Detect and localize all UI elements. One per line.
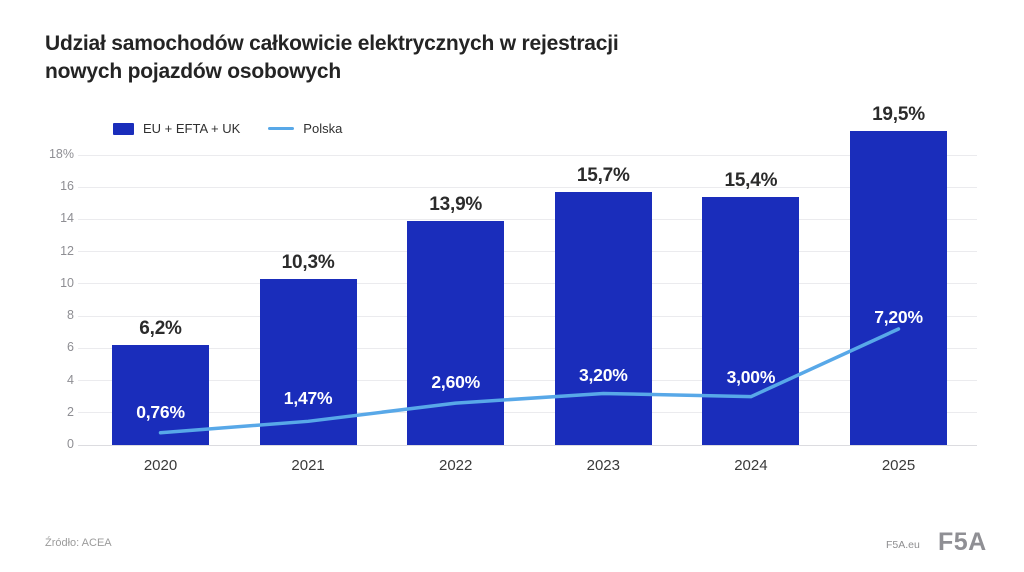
x-axis-tick-label-2022: 2022 <box>439 457 473 474</box>
gridline <box>78 347 977 349</box>
bar-value-label-2023: 15,7% <box>576 165 630 187</box>
bar-2020 <box>112 345 209 445</box>
chart-title: Udział samochodów całkowicie elektryczny… <box>45 30 619 86</box>
gridline <box>78 315 977 317</box>
polska-value-label-2021: 1,47% <box>283 388 333 409</box>
gridline <box>78 154 977 156</box>
x-axis-tick-label-2021: 2021 <box>291 457 325 474</box>
gridline <box>78 380 977 382</box>
bar-value-label-2022: 13,9% <box>429 194 483 216</box>
bar-2022 <box>407 221 505 445</box>
y-axis-tick-label: 6 <box>67 340 74 355</box>
bar-2024 <box>702 196 800 445</box>
bar-value-label-2021: 10,3% <box>281 252 335 274</box>
bar-2023 <box>554 192 652 445</box>
x-axis-tick-label-2025: 2025 <box>881 457 916 474</box>
baseline-gridline <box>78 444 977 446</box>
source-note: Źródło: ACEA <box>45 537 112 549</box>
x-axis-tick-label-2024: 2024 <box>734 457 768 474</box>
gridline <box>78 186 977 188</box>
x-axis-tick-label-2023: 2023 <box>586 457 620 474</box>
gridline <box>78 251 977 253</box>
legend: EU + EFTA + UK Polska <box>113 121 342 136</box>
y-axis-tick-label: 14 <box>60 211 74 226</box>
site-label: F5A.eu <box>886 539 920 551</box>
polska-value-label-2022: 2,60% <box>431 372 480 393</box>
legend-label-polska: Polska <box>303 121 343 136</box>
polska-value-label-2020: 0,76% <box>136 401 185 422</box>
gridline <box>78 283 977 285</box>
bar-2021 <box>259 279 357 445</box>
x-axis-tick-label-2020: 2020 <box>143 457 178 474</box>
bar-2025 <box>850 130 947 445</box>
gridline <box>78 218 977 220</box>
polska-value-label-2025: 7,20% <box>874 307 923 327</box>
y-axis-tick-label: 18% <box>48 147 74 161</box>
polska-value-label-2024: 3,00% <box>726 366 776 387</box>
bar-value-label-2024: 15,4% <box>724 169 778 191</box>
polska-value-label-2023: 3,20% <box>578 365 628 386</box>
y-axis-tick-label: 12 <box>60 243 74 258</box>
y-axis-tick-label: 4 <box>67 372 74 387</box>
f5a-logo: F5A <box>938 528 987 556</box>
bar-series-swatch-icon <box>113 122 134 135</box>
y-axis-tick-label: 16 <box>60 179 74 194</box>
bar-value-label-2025: 19,5% <box>872 103 925 125</box>
legend-item-polska: Polska <box>268 121 342 136</box>
y-axis-tick-label: 2 <box>67 404 74 419</box>
chart-title-line1: Udział samochodów całkowicie elektryczny… <box>45 32 619 55</box>
chart-title-line2: nowych pojazdów osobowych <box>45 60 342 83</box>
y-axis-tick-label: 0 <box>67 437 74 451</box>
y-axis-tick-label: 10 <box>60 275 74 290</box>
legend-item-eu-efta-uk: EU + EFTA + UK <box>113 121 240 136</box>
gridline <box>78 412 977 414</box>
line-series-swatch-icon <box>268 127 295 130</box>
legend-label-eu-efta-uk: EU + EFTA + UK <box>143 121 241 136</box>
y-axis-tick-label: 8 <box>67 308 74 323</box>
bar-value-label-2020: 6,2% <box>139 318 182 340</box>
